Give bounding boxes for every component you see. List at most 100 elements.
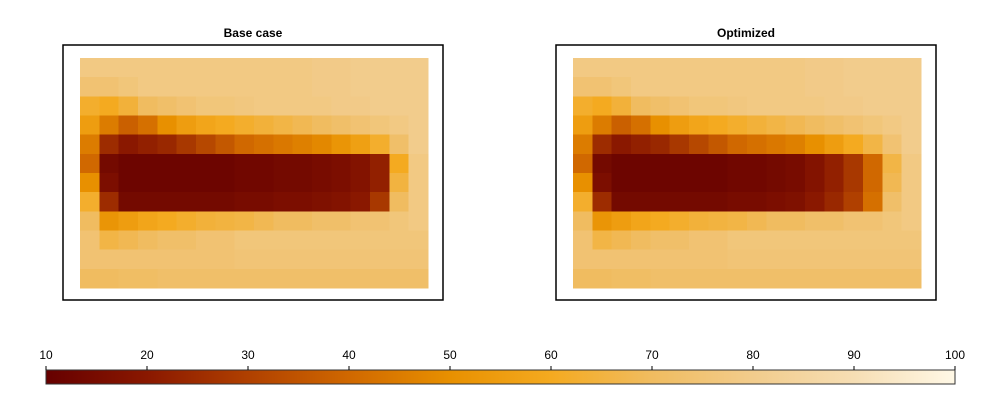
colorbar-tick-label: 20 [140, 348, 154, 362]
heatmap-cell [80, 249, 100, 270]
heatmap-cell [689, 96, 709, 117]
heatmap-cell [176, 134, 197, 155]
heatmap-cell [312, 153, 332, 174]
heatmap-cell [901, 153, 922, 174]
heatmap-cell [824, 211, 845, 232]
heatmap-cell [785, 96, 806, 117]
heatmap-cell [196, 58, 216, 78]
heatmap-cell [292, 230, 313, 251]
heatmap-cell [863, 134, 883, 155]
heatmap-cell [689, 77, 709, 97]
heatmap-cell [708, 173, 729, 193]
heatmap-cell [234, 115, 255, 136]
heatmap-cell [80, 58, 100, 78]
heatmap-cell [215, 249, 236, 270]
heatmap-cell [389, 173, 410, 193]
heatmap-cell [157, 249, 178, 270]
heatmap-cell [650, 134, 671, 155]
heatmap-cell [669, 134, 690, 155]
heatmap-cell [234, 58, 255, 78]
heatmap-cell [389, 115, 410, 136]
heatmap-cell [747, 211, 767, 232]
heatmap-cell [785, 115, 806, 136]
heatmap-cell [863, 268, 883, 289]
heatmap-cell [331, 58, 352, 78]
heatmap-cell [138, 134, 158, 155]
heatmap-cell [196, 153, 216, 174]
heatmap-cell [292, 77, 313, 97]
heatmap-cell [592, 77, 613, 97]
heatmap-cell [196, 211, 216, 232]
heatmap-cell [863, 115, 883, 136]
colorbar-tick-label: 40 [342, 348, 356, 362]
heatmap-cell [573, 77, 593, 97]
heatmap-cell [805, 230, 825, 251]
heatmap-cell [785, 268, 806, 289]
heatmap-cell [882, 173, 903, 193]
heatmap-cell [292, 268, 313, 289]
heatmap-cell [882, 58, 903, 78]
heatmap-cell [80, 96, 100, 117]
heatmap-cell [370, 249, 390, 270]
heatmap-cell [843, 153, 864, 174]
heatmap-cell [708, 268, 729, 289]
heatmap-cell [312, 58, 332, 78]
heatmap-cell [254, 268, 274, 289]
heatmap-cell [901, 211, 922, 232]
heatmap-cell [254, 249, 274, 270]
axes-frame [555, 44, 937, 301]
heatmap-cell [176, 192, 197, 212]
heatmap-cell [611, 77, 632, 97]
heatmap-cell [843, 58, 864, 78]
heatmap-cell [843, 77, 864, 97]
heatmap-cell [901, 134, 922, 155]
heatmap-cell [573, 134, 593, 155]
heatmap-cell [99, 230, 120, 251]
heatmap-cell [196, 96, 216, 117]
heatmap-cell [843, 115, 864, 136]
heatmap-cell [389, 211, 410, 232]
heatmap-cell [312, 230, 332, 251]
heatmap-cell [234, 96, 255, 117]
heatmap-cell [176, 58, 197, 78]
heatmap-cell [747, 173, 767, 193]
heatmap-cell [408, 173, 429, 193]
heatmap-cell [592, 192, 613, 212]
heatmap-cell [99, 268, 120, 289]
heatmap-cell [215, 58, 236, 78]
heatmap-cell [611, 249, 632, 270]
heatmap-cell [215, 211, 236, 232]
axes-frame [62, 44, 444, 301]
heatmap-cell [215, 230, 236, 251]
heatmap-cell [350, 153, 371, 174]
heatmap-cell [118, 249, 139, 270]
heatmap-cell [118, 153, 139, 174]
heatmap-cell [292, 173, 313, 193]
heatmap-cell [901, 268, 922, 289]
heatmap-cell [176, 153, 197, 174]
heatmap-cell [573, 58, 593, 78]
heatmap-cell [254, 58, 274, 78]
heatmap-cell [389, 153, 410, 174]
heatmap-cell [176, 173, 197, 193]
heatmap-cell [727, 77, 748, 97]
heatmap-cell [611, 192, 632, 212]
heatmap-cell [254, 211, 274, 232]
heatmap-cell [331, 230, 352, 251]
heatmap-cell [708, 211, 729, 232]
heatmap-cell [196, 115, 216, 136]
heatmap-cell [805, 192, 825, 212]
heatmap-cell [157, 58, 178, 78]
heatmap-cell [669, 173, 690, 193]
heatmap-cell [215, 96, 236, 117]
heatmap-cell [669, 115, 690, 136]
heatmap-cell [254, 77, 274, 97]
heatmap-cell [312, 134, 332, 155]
heatmap-cell [350, 96, 371, 117]
heatmap-cell [669, 230, 690, 251]
heatmap-cell [292, 96, 313, 117]
heatmap-cell [805, 77, 825, 97]
heatmap-cell [176, 96, 197, 117]
heatmap-cell [118, 115, 139, 136]
